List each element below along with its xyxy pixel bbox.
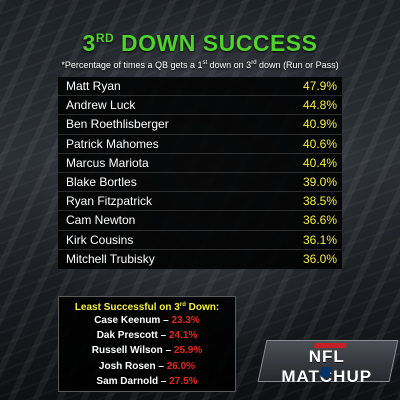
least-item: Sam Darnold – 27.5% [96,375,198,387]
player-percentage: 36.6% [302,213,337,228]
player-percentage: 39.0% [302,175,337,190]
player-name: Ben Roethlisberger [66,117,169,132]
leader-row: Blake Bortles 39.0% [58,173,342,193]
page-subtitle: *Percentage of times a QB gets a 1st dow… [61,60,339,70]
least-player-percentage: 23.3% [171,315,200,326]
least-player-name: Case Keenum [94,315,161,326]
player-percentage: 40.9% [302,117,337,132]
least-successful-box: Least Successful on 3rd Down: Case Keenu… [58,296,236,392]
leaders-table: Matt Ryan 47.9% Andrew Luck 44.8% Ben Roet… [58,77,342,269]
least-player-percentage: 24.1% [168,330,198,342]
leader-row: Ben Roethlisberger 40.9% [58,115,342,135]
player-percentage: 38.5% [302,194,337,209]
player-percentage: 36.1% [302,232,337,247]
player-name: Andrew Luck [66,98,136,113]
least-successful-title: Least Successful on 3rd Down: [74,302,220,313]
player-percentage: 40.4% [302,155,337,170]
player-name: Ryan Fitzpatrick [66,194,153,209]
least-player-name: Dak Prescott [96,330,158,342]
player-percentage: 40.6% [302,136,337,151]
least-item: Josh Rosen – 26.0% [98,360,196,372]
leader-row: Mitchell Trubisky 36.0% [58,250,342,269]
page-title: 3RD DOWN SUCCESS [82,30,318,56]
player-name: Marcus Mariota [66,155,149,170]
least-item: Russell Wilson – 25.9% [91,345,203,357]
least-player-name: Sam Darnold [96,375,159,387]
leader-row: Andrew Luck 44.8% [58,96,342,116]
least-player-name: Russell Wilson [91,345,163,357]
least-player-name: Josh Rosen [98,360,156,372]
player-percentage: 44.8% [302,98,337,113]
leader-row: Marcus Mariota 40.4% [58,154,342,173]
leader-row: Kirk Cousins 36.1% [58,231,342,250]
player-name: Mitchell Trubisky [66,252,155,267]
nfl-matchup-logo: NFL MATCHUP [257,340,399,386]
least-player-percentage: 27.5% [169,375,198,387]
least-player-percentage: 26.0% [166,360,196,372]
leader-row: Patrick Mahomes 40.6% [58,135,342,154]
leader-row: Cam Newton 36.6% [58,211,342,231]
player-name: Patrick Mahomes [66,136,159,151]
player-name: Blake Bortles [66,175,137,190]
least-player-percentage: 25.9% [173,345,203,357]
player-name: Cam Newton [66,213,136,228]
least-item: Case Keenum – 23.3% [94,315,200,326]
least-item: Dak Prescott – 24.1% [96,330,198,342]
player-name: Kirk Cousins [66,232,134,247]
leader-row: Matt Ryan 47.9% [58,77,342,97]
player-percentage: 47.9% [302,79,337,94]
player-percentage: 36.0% [302,252,337,267]
player-name: Matt Ryan [66,79,121,94]
leader-row: Ryan Fitzpatrick 38.5% [58,192,342,212]
